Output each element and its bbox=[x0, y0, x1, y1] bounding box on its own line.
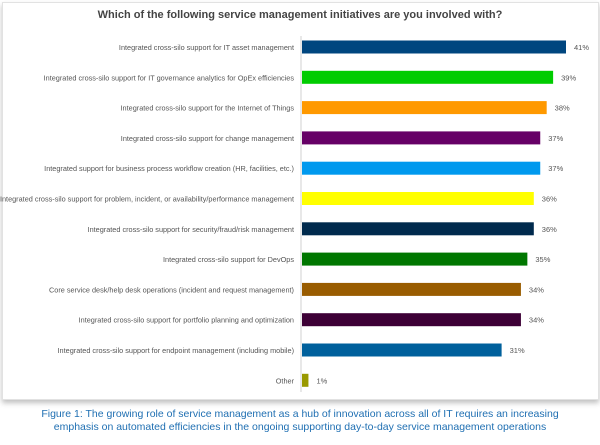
bar bbox=[302, 40, 566, 54]
value-label: 34% bbox=[529, 285, 544, 294]
value-label: 35% bbox=[535, 255, 550, 264]
bar bbox=[302, 313, 521, 327]
category-label: Integrated cross-silo support for the In… bbox=[121, 104, 295, 113]
chart-title: Which of the following service managemen… bbox=[97, 9, 503, 21]
bar bbox=[302, 373, 309, 387]
value-label: 31% bbox=[510, 346, 525, 355]
value-label: 37% bbox=[548, 164, 563, 173]
bar bbox=[302, 222, 534, 236]
value-label: 36% bbox=[542, 195, 557, 204]
bar-chart: Integrated cross-silo support for IT ass… bbox=[0, 36, 589, 392]
value-label: 36% bbox=[542, 225, 557, 234]
value-label: 1% bbox=[316, 376, 327, 385]
bar bbox=[302, 282, 521, 296]
caption-line-1: Figure 1: The growing role of service ma… bbox=[41, 408, 559, 420]
category-label: Other bbox=[276, 376, 295, 385]
bar bbox=[302, 343, 502, 357]
value-label: 38% bbox=[555, 104, 570, 113]
bar bbox=[302, 131, 541, 145]
value-label: 41% bbox=[574, 43, 589, 52]
bar bbox=[302, 252, 528, 266]
category-label: Integrated cross-silo support for IT gov… bbox=[44, 73, 295, 82]
bar bbox=[302, 192, 534, 205]
category-label: Integrated cross-silo support for DevOps bbox=[163, 255, 294, 264]
category-label: Integrated cross-silo support for portfo… bbox=[79, 316, 294, 325]
bar bbox=[302, 101, 547, 115]
category-label: Integrated cross-silo support for proble… bbox=[0, 195, 294, 204]
category-label: Core service desk/help desk operations (… bbox=[49, 285, 294, 294]
figure-caption: Figure 1: The growing role of service ma… bbox=[0, 408, 600, 434]
category-label: Integrated cross-silo support for securi… bbox=[88, 225, 294, 234]
caption-line-2: emphasis on automated efficiencies in th… bbox=[53, 421, 547, 433]
bar bbox=[302, 70, 554, 84]
bar bbox=[302, 161, 541, 175]
value-label: 39% bbox=[561, 73, 576, 82]
value-label: 34% bbox=[529, 316, 544, 325]
category-label: Integrated cross-silo support for IT ass… bbox=[119, 43, 294, 52]
value-label: 37% bbox=[548, 134, 563, 143]
category-label: Integrated cross-silo support for change… bbox=[121, 134, 294, 143]
category-label: Integrated cross-silo support for endpoi… bbox=[58, 346, 294, 355]
category-label: Integrated support for business process … bbox=[44, 164, 294, 173]
